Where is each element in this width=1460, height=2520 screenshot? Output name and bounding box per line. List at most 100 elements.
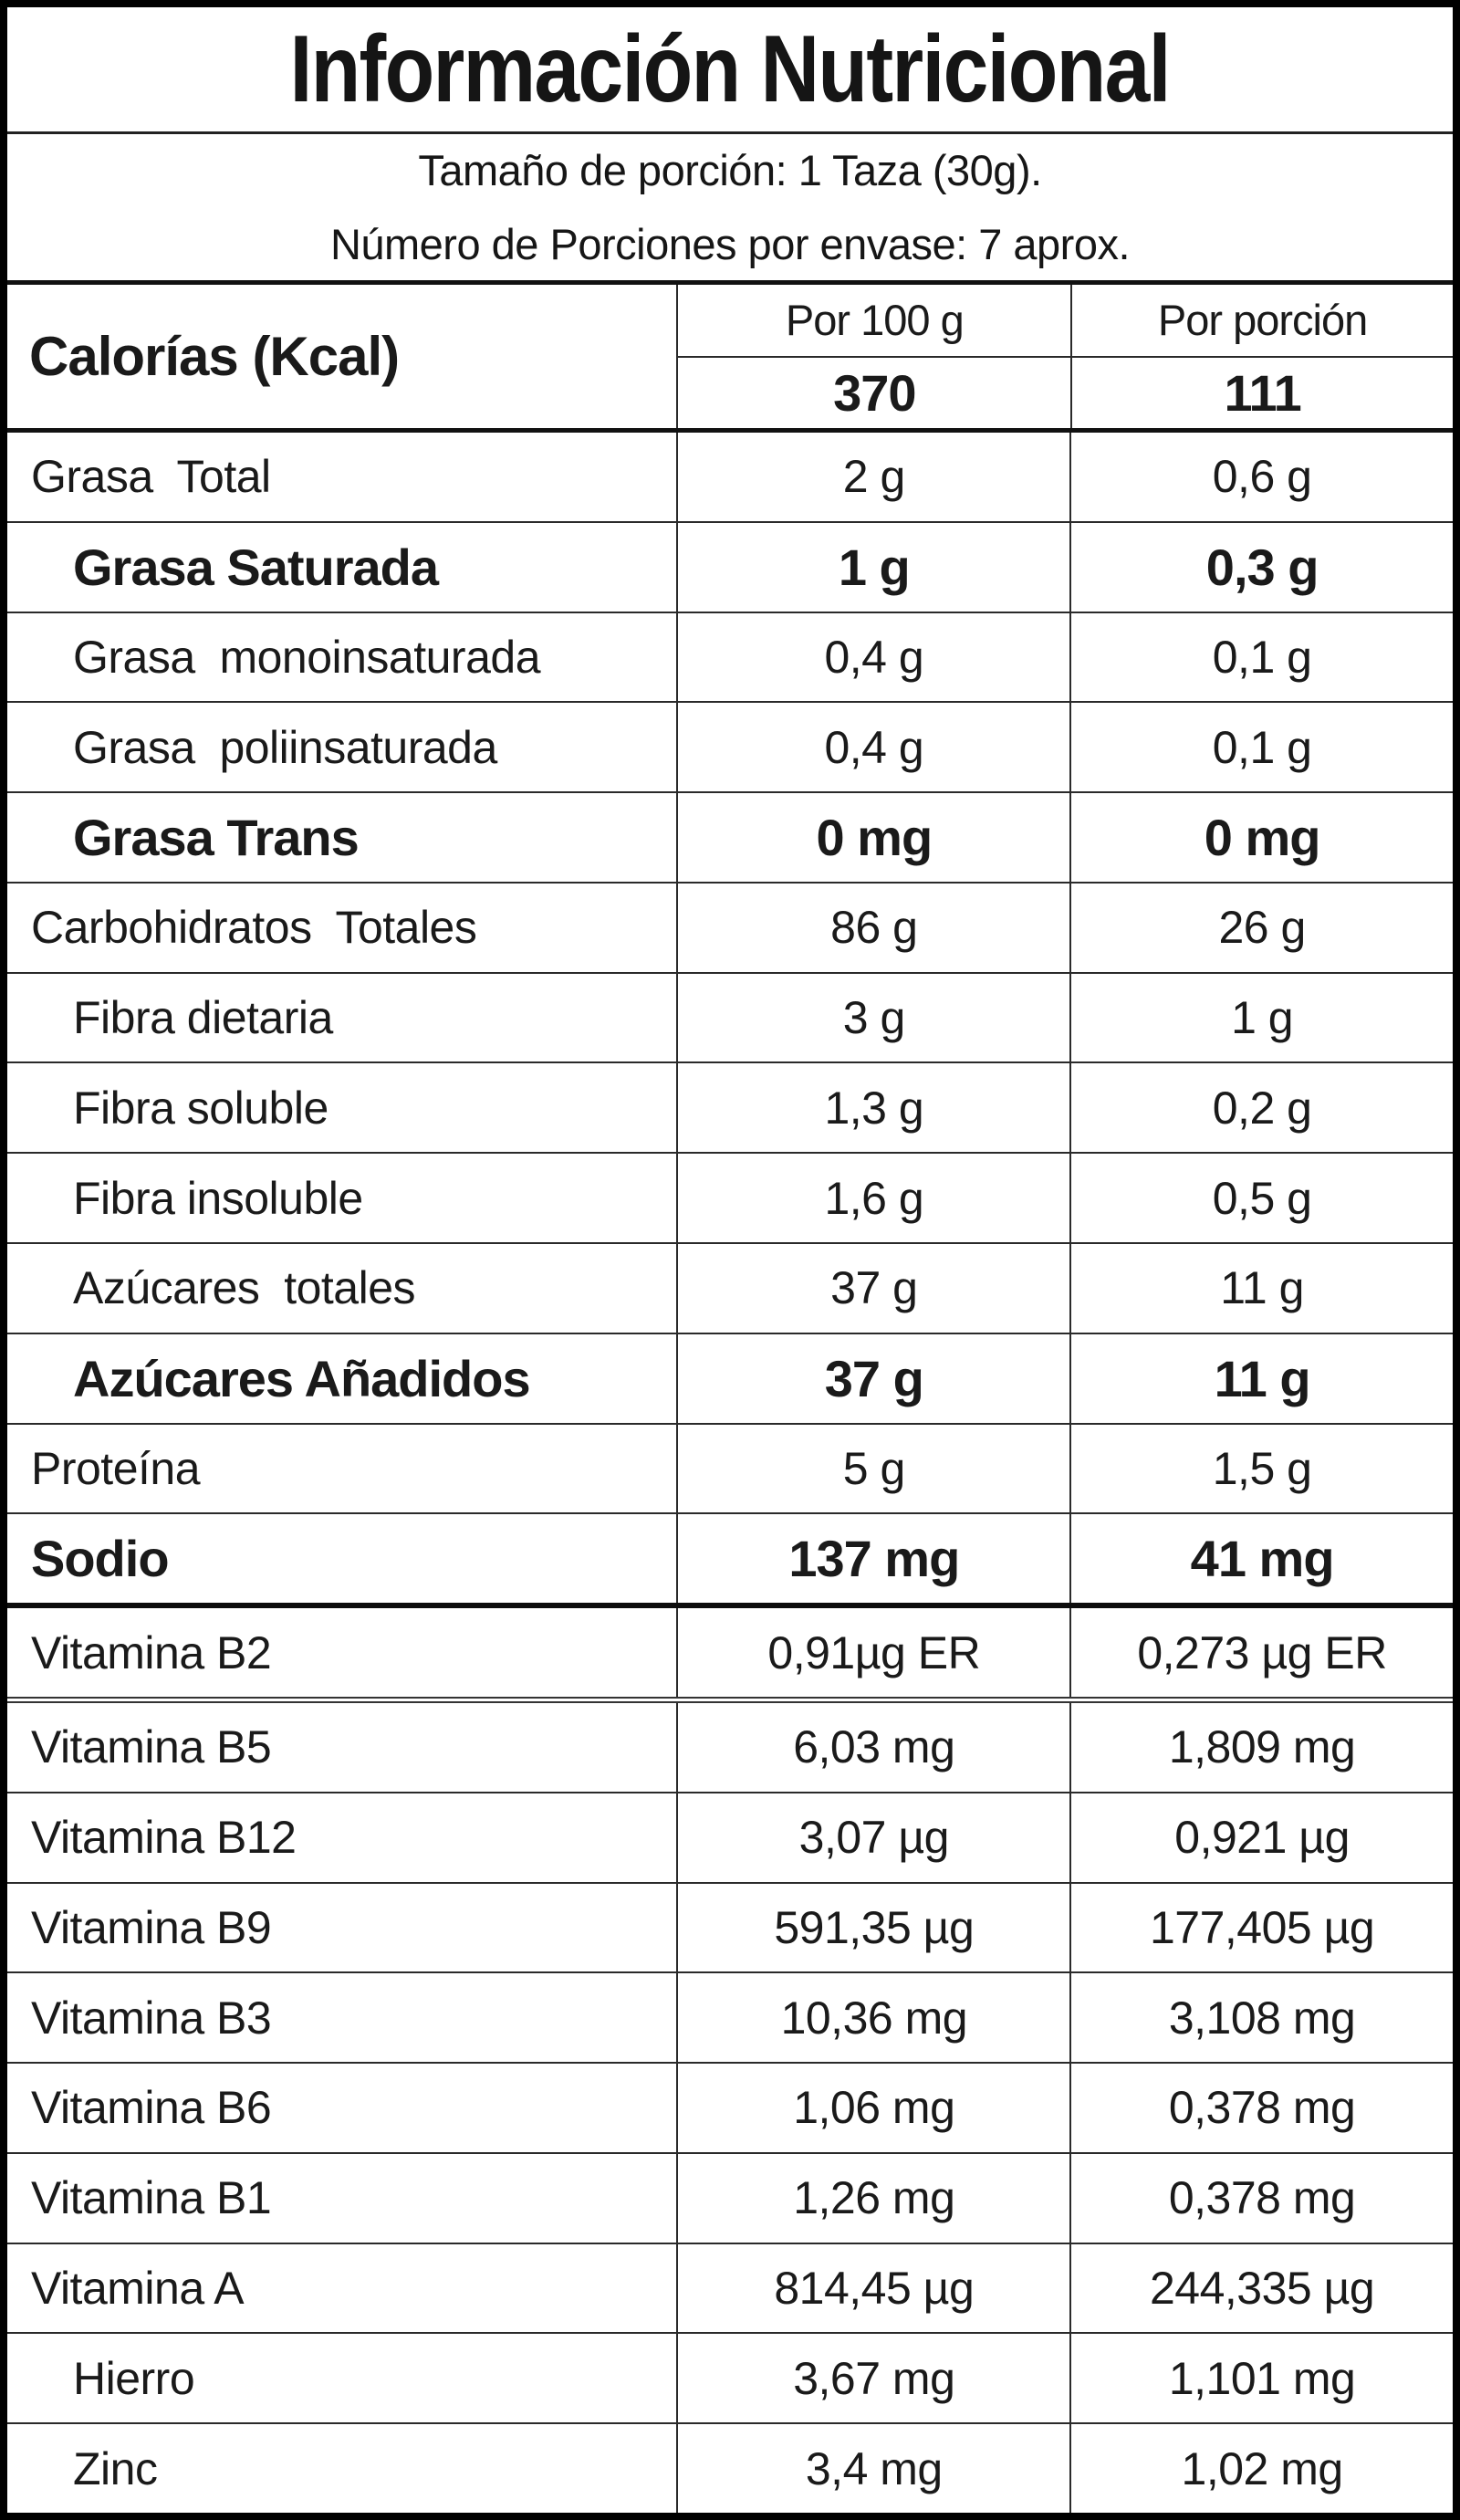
nutrient-per100-cell: 5 g — [676, 1424, 1069, 1513]
nutrient-per100-value: 37 g — [830, 1262, 918, 1314]
nutrient-label: Zinc — [73, 2442, 158, 2494]
nutrient-portion-value: 177,405 µg — [1149, 1901, 1375, 1953]
nutrient-label-cell: Vitamina B5 — [7, 1703, 676, 1792]
nutrient-portion-cell: 1,101 mg — [1069, 2334, 1453, 2423]
nutrient-per100-value: 37 g — [824, 1349, 924, 1407]
nutrient-portion-value: 0 mg — [1204, 809, 1321, 867]
nutrient-label-cell: Zinc — [7, 2424, 676, 2513]
nutrient-portion-cell: 0,1 g — [1069, 703, 1453, 792]
nutrient-portion-value: 11 g — [1214, 1349, 1311, 1407]
nutrient-per100-value: 0,91µg ER — [767, 1626, 981, 1678]
nutrient-row: Vitamina B1 1,26 mg 0,378 mg — [7, 2153, 1453, 2244]
nutrient-portion-cell: 0,273 µg ER — [1069, 1608, 1453, 1697]
nutrient-portion-value: 1,02 mg — [1181, 2442, 1344, 2494]
nutrient-portion-cell: 1 g — [1069, 973, 1453, 1062]
nutrient-label: Vitamina B6 — [31, 2082, 272, 2134]
nutrient-label: Grasa Trans — [73, 809, 360, 867]
nutrient-portion-cell: 0,3 g — [1069, 522, 1453, 612]
nutrient-portion-cell: 0,5 g — [1069, 1154, 1453, 1243]
nutrient-label-cell: Azúcares Añadidos — [7, 1334, 676, 1423]
nutrient-per100-cell: 3 g — [676, 973, 1069, 1062]
nutrient-per100-value: 3 g — [842, 992, 906, 1044]
nutrient-per100-value: 10,36 mg — [780, 1992, 968, 2044]
nutrient-per100-value: 3,07 µg — [798, 1812, 950, 1864]
nutrient-portion-cell: 0,6 g — [1069, 433, 1453, 521]
nutrient-label-cell: Fibra insoluble — [7, 1154, 676, 1242]
column-headers-row: Por 100 g Por porción — [678, 285, 1453, 358]
nutrient-row: Vitamina B5 6,03 mg 1,809 mg — [7, 1702, 1453, 1793]
nutrient-label: Carbohidratos Totales — [31, 902, 477, 954]
portion-column-header: Por porción — [1157, 296, 1368, 345]
nutrient-row: Azúcares Añadidos 37 g 11 g — [7, 1333, 1453, 1425]
nutrient-portion-value: 0,1 g — [1212, 631, 1312, 683]
nutrient-per100-cell: 1 g — [676, 522, 1069, 612]
nutrient-row: Azúcares totales 37 g 11 g — [7, 1244, 1453, 1334]
nutrient-row: Grasa Total 2 g 0,6 g — [7, 433, 1453, 523]
nutrient-label: Vitamina B2 — [31, 1626, 272, 1678]
nutrient-portion-value: 244,335 µg — [1149, 2263, 1375, 2315]
nutrient-per100-value: 1 g — [838, 538, 911, 596]
nutrient-per100-cell: 37 g — [676, 1333, 1069, 1423]
nutrient-row: Vitamina B6 1,06 mg 0,378 mg — [7, 2064, 1453, 2154]
nutrient-label-cell: Vitamina B12 — [7, 1793, 676, 1882]
nutrient-portion-cell: 0,1 g — [1069, 612, 1453, 702]
nutrient-portion-value: 26 g — [1218, 902, 1306, 954]
serving-size-line: Tamaño de porción: 1 Taza (30g). — [418, 146, 1042, 194]
nutrient-portion-cell: 1,02 mg — [1069, 2424, 1453, 2513]
nutrient-label: Vitamina B3 — [31, 1992, 272, 2044]
nutrient-per100-cell: 1,6 g — [676, 1154, 1069, 1243]
nutrient-per100-value: 3,67 mg — [793, 2352, 955, 2404]
nutrient-label-cell: Vitamina B9 — [7, 1884, 676, 1972]
portion-header-cell: Por porción — [1070, 285, 1453, 356]
nutrient-per100-cell: 3,07 µg — [676, 1793, 1069, 1882]
nutrient-per100-value: 0,4 g — [824, 631, 924, 683]
nutrient-per100-value: 86 g — [830, 902, 918, 954]
nutrient-per100-value: 5 g — [842, 1442, 906, 1494]
nutrient-per100-cell: 591,35 µg — [676, 1883, 1069, 1972]
calories-columns: Por 100 g Por porción 370 111 — [676, 285, 1453, 428]
nutrient-label-cell: Vitamina B6 — [7, 2064, 676, 2152]
nutrient-portion-cell: 0,921 µg — [1069, 1793, 1453, 1882]
nutrient-label-cell: Vitamina A — [7, 2244, 676, 2333]
calories-portion-value: 111 — [1224, 363, 1301, 422]
nutrient-portion-value: 0,273 µg ER — [1137, 1626, 1387, 1678]
nutrient-per100-cell: 10,36 mg — [676, 1973, 1069, 2063]
calories-per100-value: 370 — [833, 363, 916, 422]
nutrient-label-cell: Vitamina B1 — [7, 2154, 676, 2243]
nutrient-portion-value: 1 g — [1231, 992, 1294, 1044]
nutrient-portion-value: 0,6 g — [1212, 451, 1312, 503]
nutrient-portion-cell: 1,5 g — [1069, 1424, 1453, 1513]
nutrient-portion-cell: 0,2 g — [1069, 1063, 1453, 1153]
nutrient-row: Grasa Trans 0 mg 0 mg — [7, 793, 1453, 884]
nutrient-label: Grasa monoinsaturada — [73, 631, 541, 683]
nutrient-per100-cell: 86 g — [676, 883, 1069, 972]
nutrient-label: Grasa Saturada — [73, 538, 439, 596]
nutrient-row: Vitamina B2 0,91µg ER 0,273 µg ER — [7, 1608, 1453, 1703]
nutrient-portion-value: 1,5 g — [1212, 1442, 1312, 1494]
nutrient-row: Vitamina A 814,45 µg 244,335 µg — [7, 2243, 1453, 2335]
nutrient-label-cell: Grasa poliinsaturada — [7, 703, 676, 791]
nutrient-label: Sodio — [31, 1530, 170, 1588]
nutrient-portion-value: 41 mg — [1190, 1530, 1335, 1588]
nutrient-label: Azúcares Añadidos — [73, 1349, 531, 1407]
calories-portion-cell: 111 — [1070, 357, 1453, 428]
nutrient-per100-value: 591,35 µg — [774, 1901, 975, 1953]
calories-per100-cell: 370 — [678, 358, 1070, 429]
nutrient-per100-value: 3,4 mg — [805, 2442, 943, 2494]
calories-values-row: 370 111 — [678, 357, 1453, 429]
nutrient-portion-cell: 41 mg — [1069, 1514, 1453, 1604]
nutrient-portion-cell: 177,405 µg — [1069, 1883, 1453, 1972]
nutrient-per100-cell: 2 g — [676, 433, 1069, 521]
nutrient-label-cell: Grasa Total — [7, 433, 676, 521]
nutrient-per100-value: 1,6 g — [824, 1172, 924, 1224]
per100-header-cell: Por 100 g — [678, 285, 1070, 356]
nutrient-per100-cell: 0,4 g — [676, 612, 1069, 702]
nutrient-label: Vitamina B9 — [31, 1901, 272, 1953]
nutrient-portion-value: 0,2 g — [1212, 1082, 1312, 1134]
nutrient-label-cell: Vitamina B2 — [7, 1608, 676, 1697]
nutrient-per100-cell: 0,91µg ER — [676, 1608, 1069, 1697]
nutrient-portion-cell: 244,335 µg — [1069, 2243, 1453, 2333]
nutrient-per100-cell: 0 mg — [676, 793, 1069, 882]
nutrient-per100-value: 1,26 mg — [793, 2172, 955, 2224]
